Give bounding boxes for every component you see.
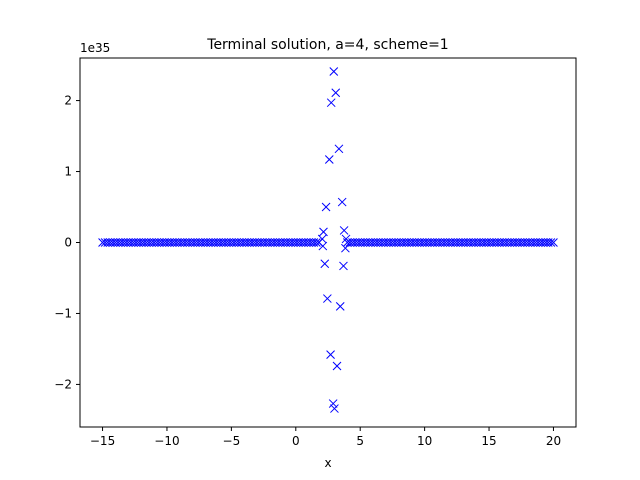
x-tick-label: −15 <box>90 434 115 448</box>
data-point <box>321 202 331 212</box>
x-axis: −15 −10 −5 0 5 10 15 20 <box>90 427 561 448</box>
y-tick-label: −2 <box>54 377 72 391</box>
data-point <box>341 234 351 244</box>
data-point <box>324 155 334 164</box>
x-tick-label: 15 <box>481 434 496 448</box>
data-markers <box>98 67 558 413</box>
data-point <box>328 399 338 408</box>
baseline-point <box>546 238 556 247</box>
data-point <box>326 98 336 108</box>
x-tick-label: −5 <box>223 434 241 448</box>
chart-title: Terminal solution, a=4, scheme=1 <box>206 37 448 53</box>
y-offset-label: 1e35 <box>80 41 110 55</box>
y-tick-label: −1 <box>54 306 72 320</box>
data-point <box>318 241 328 251</box>
data-point <box>334 144 344 154</box>
data-point <box>341 243 350 253</box>
x-tick-label: −10 <box>154 434 179 448</box>
y-tick-label: 0 <box>64 236 72 250</box>
data-point <box>329 67 339 76</box>
baseline-point <box>312 238 321 247</box>
data-point <box>317 234 327 244</box>
y-tick-label: 1 <box>64 165 72 179</box>
data-point <box>326 350 335 359</box>
x-tick-label: 0 <box>292 434 300 448</box>
x-axis-title: x <box>324 456 331 470</box>
data-point <box>323 294 332 303</box>
x-tick-label: 10 <box>417 434 432 448</box>
data-point <box>332 361 342 371</box>
data-point <box>319 227 328 237</box>
y-axis: −2 −1 0 1 2 <box>54 94 80 391</box>
data-point <box>339 261 348 271</box>
data-point <box>320 259 330 269</box>
x-tick-label: 5 <box>356 434 364 448</box>
data-point <box>339 226 349 235</box>
x-tick-label: 20 <box>546 434 561 448</box>
baseline-point <box>549 238 558 247</box>
data-point <box>337 197 347 207</box>
data-point <box>331 88 341 98</box>
y-tick-label: 2 <box>64 94 72 108</box>
data-point <box>330 404 339 413</box>
data-point <box>335 302 345 311</box>
